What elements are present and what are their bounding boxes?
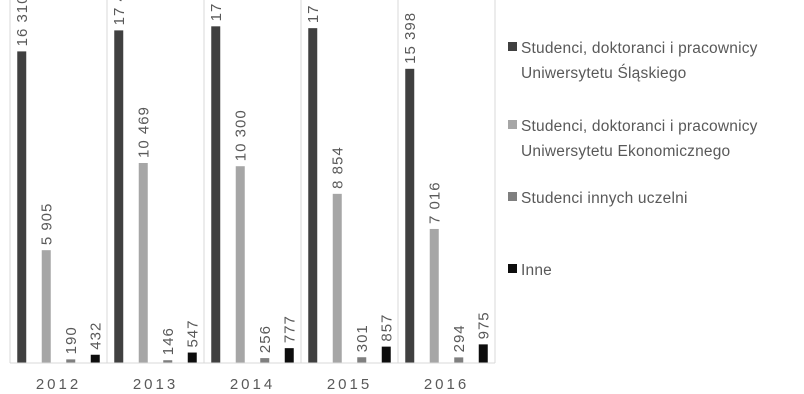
category-dividers <box>9 0 496 363</box>
bar <box>211 26 221 363</box>
data-label: 301 <box>354 324 371 352</box>
data-label: 975 <box>475 311 492 339</box>
legend-item: Studenci innych uczelni <box>508 186 688 211</box>
data-label: 16 310 <box>14 0 31 46</box>
data-label: 547 <box>184 320 201 348</box>
bar <box>478 344 488 363</box>
bar <box>308 28 318 363</box>
legend-item: Studenci, doktoranci i pracownicy Uniwer… <box>508 114 758 164</box>
bar <box>17 51 27 363</box>
legend-item: Studenci, doktoranci i pracownicy Uniwer… <box>508 36 758 86</box>
data-label: 432 <box>87 322 104 350</box>
data-label: 17 410 <box>111 0 128 25</box>
data-label: 10 469 <box>135 106 152 158</box>
x-tick-label: 2013 <box>133 376 178 393</box>
bar <box>66 359 76 363</box>
legend-label: Studenci innych uczelni <box>521 190 688 207</box>
legend-label: Inne <box>521 262 552 279</box>
data-label: 17 622 <box>208 0 225 21</box>
bar <box>163 360 173 363</box>
bar <box>405 68 415 363</box>
legend-swatch <box>508 42 517 51</box>
data-label: 5 905 <box>38 203 55 246</box>
data-label: 256 <box>257 325 274 353</box>
legend-label: Studenci, doktoranci i pracownicy Uniwer… <box>521 40 758 82</box>
x-tick-label: 2012 <box>36 376 81 393</box>
data-label: 17 526 <box>305 0 322 23</box>
bar <box>187 352 197 363</box>
data-label: 15 398 <box>402 12 419 64</box>
data-label: 777 <box>281 315 298 343</box>
bar <box>284 348 294 363</box>
bar <box>381 346 391 363</box>
bar <box>138 162 148 363</box>
bars <box>17 26 488 363</box>
x-tick-label: 2014 <box>230 376 275 393</box>
legend-swatch <box>508 264 517 273</box>
bar-chart: 16 310 5 905 190 432 17 410 10 469 146 547 17 62… <box>9 0 496 393</box>
data-label: 7 016 <box>426 181 443 224</box>
data-label: 8 854 <box>329 146 346 189</box>
value-labels: 16 310 5 905 190 432 17 410 10 469 146 547 17 62… <box>14 0 493 355</box>
x-tick-label: 2015 <box>327 376 372 393</box>
bar <box>235 166 245 363</box>
data-label: 146 <box>160 327 177 355</box>
bar <box>41 250 51 363</box>
x-tick-labels: 2012 2013 2014 2015 2016 <box>36 376 469 393</box>
legend-label: Studenci, doktoranci i pracownicy Uniwer… <box>521 118 758 160</box>
bar <box>357 357 367 363</box>
bar <box>90 354 100 363</box>
data-label: 10 300 <box>232 109 249 161</box>
data-label: 190 <box>63 326 80 354</box>
bar <box>454 357 464 363</box>
bar <box>429 228 439 363</box>
legend-item: Inne <box>508 258 552 283</box>
data-label: 294 <box>451 324 468 352</box>
bar <box>260 358 270 363</box>
legend-swatch <box>508 120 517 129</box>
bar <box>114 30 124 363</box>
x-tick-label: 2016 <box>424 376 469 393</box>
bar <box>332 193 342 363</box>
data-label: 857 <box>378 314 395 342</box>
legend-swatch <box>508 192 517 201</box>
